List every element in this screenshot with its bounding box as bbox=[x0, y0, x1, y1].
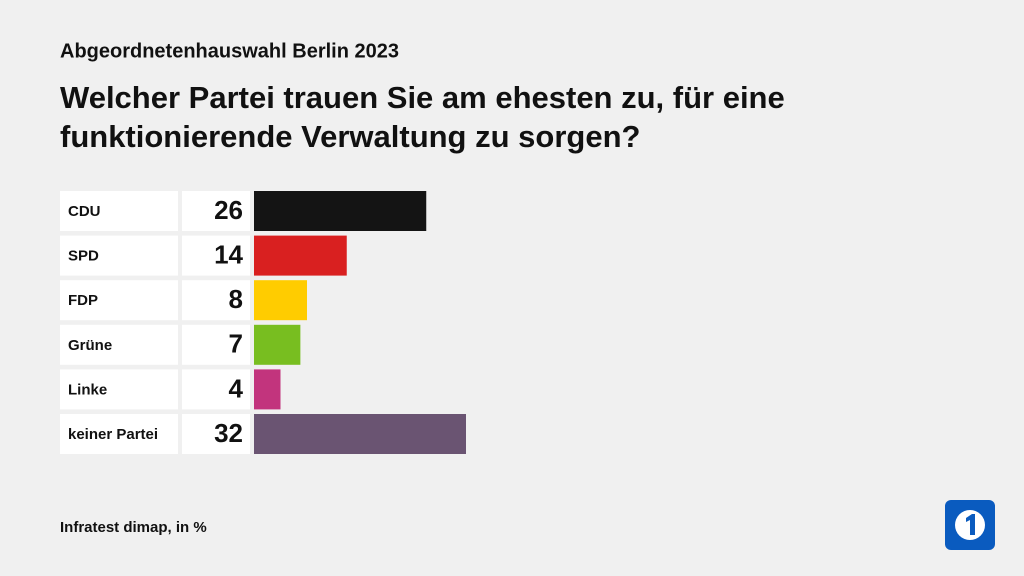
source: Infratest dimap, in % bbox=[60, 519, 207, 536]
value-box bbox=[182, 235, 250, 276]
chart-subtitle: Abgeordnetenhauswahl Berlin 2023 bbox=[60, 40, 399, 62]
logo-glyph bbox=[966, 514, 975, 535]
value-box bbox=[182, 369, 250, 410]
value-label: 7 bbox=[229, 329, 243, 359]
value-box bbox=[182, 324, 250, 365]
category-label: keiner Partei bbox=[68, 426, 158, 443]
label-box bbox=[60, 235, 178, 276]
value-label: 8 bbox=[229, 284, 243, 314]
label-box bbox=[60, 414, 178, 454]
label-box bbox=[60, 324, 178, 365]
category-label: CDU bbox=[68, 203, 101, 220]
bar bbox=[254, 324, 301, 365]
logo bbox=[945, 500, 995, 550]
value-label: 32 bbox=[214, 418, 243, 448]
category-label: Grüne bbox=[68, 337, 112, 354]
bar bbox=[254, 235, 347, 276]
value-label: 26 bbox=[214, 195, 243, 225]
bar bbox=[254, 280, 307, 321]
value-label: 4 bbox=[229, 373, 244, 403]
value-box bbox=[182, 191, 250, 231]
value-box bbox=[182, 280, 250, 321]
category-label: FDP bbox=[68, 292, 98, 309]
category-label: SPD bbox=[68, 248, 99, 265]
bar bbox=[254, 414, 466, 454]
value-label: 14 bbox=[214, 239, 243, 269]
value-box bbox=[182, 414, 250, 454]
label-box bbox=[60, 369, 178, 410]
category-label: Linke bbox=[68, 381, 107, 398]
bar bbox=[254, 191, 427, 231]
bar bbox=[254, 369, 281, 410]
chart-title: Welcher Partei trauen Sie am ehesten zu,… bbox=[60, 80, 785, 115]
label-box bbox=[60, 280, 178, 321]
chart-title: funktionierende Verwaltung zu sorgen? bbox=[60, 119, 640, 154]
label-box bbox=[60, 191, 178, 231]
